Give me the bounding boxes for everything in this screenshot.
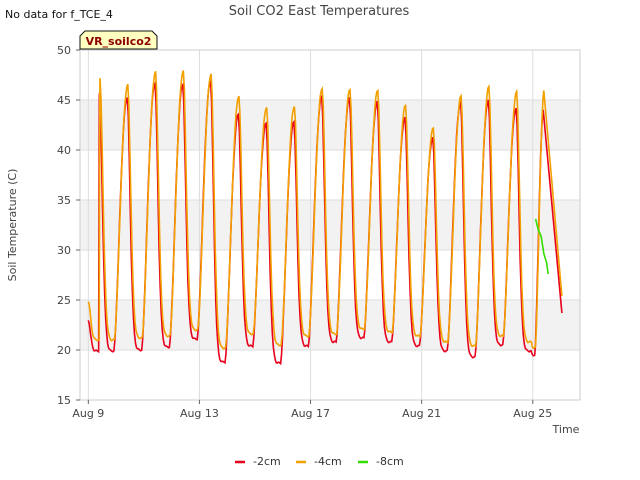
x-tick-label: Aug 25 bbox=[513, 407, 552, 420]
site-badge-label: VR_soilco2 bbox=[86, 35, 152, 48]
y-tick-label: 20 bbox=[57, 344, 71, 357]
x-axis-label: Time bbox=[552, 423, 580, 436]
y-tick-label: 45 bbox=[57, 94, 71, 107]
background-bands bbox=[80, 100, 580, 350]
y-tick-label: 50 bbox=[57, 44, 71, 57]
chart-title: Soil CO2 East Temperatures bbox=[229, 4, 410, 19]
y-tick-label: 40 bbox=[57, 144, 71, 157]
y-tick-label: 25 bbox=[57, 294, 71, 307]
y-tick-label: 35 bbox=[57, 194, 71, 207]
y-tick-label: 15 bbox=[57, 394, 71, 407]
no-data-note: No data for f_TCE_4 bbox=[5, 8, 113, 21]
x-tick-label: Aug 9 bbox=[72, 407, 104, 420]
site-badge: VR_soilco2 bbox=[79, 30, 158, 50]
y-tick-label: 30 bbox=[57, 244, 71, 257]
series-line-4cm bbox=[87, 70, 563, 350]
plot-frame bbox=[79, 49, 581, 401]
legend: -2cm -4cm -8cm bbox=[235, 455, 404, 468]
y-axis-ticks: 15 20 25 30 35 40 45 50 bbox=[57, 44, 80, 407]
x-tick-label: Aug 17 bbox=[291, 407, 330, 420]
x-tick-label: Aug 13 bbox=[180, 407, 219, 420]
y-axis-label: Soil Temperature (C) bbox=[6, 169, 19, 282]
x-axis-ticks: Aug 9 Aug 13 Aug 17 Aug 21 Aug 25 bbox=[72, 400, 552, 420]
series-lines bbox=[87, 70, 563, 366]
legend-label: -4cm bbox=[314, 455, 342, 468]
background-band bbox=[80, 100, 580, 150]
legend-label: -8cm bbox=[376, 455, 404, 468]
background-band bbox=[80, 200, 580, 250]
legend-label: -2cm bbox=[253, 455, 281, 468]
series-line-8cm bbox=[534, 218, 549, 275]
x-tick-label: Aug 21 bbox=[402, 407, 441, 420]
